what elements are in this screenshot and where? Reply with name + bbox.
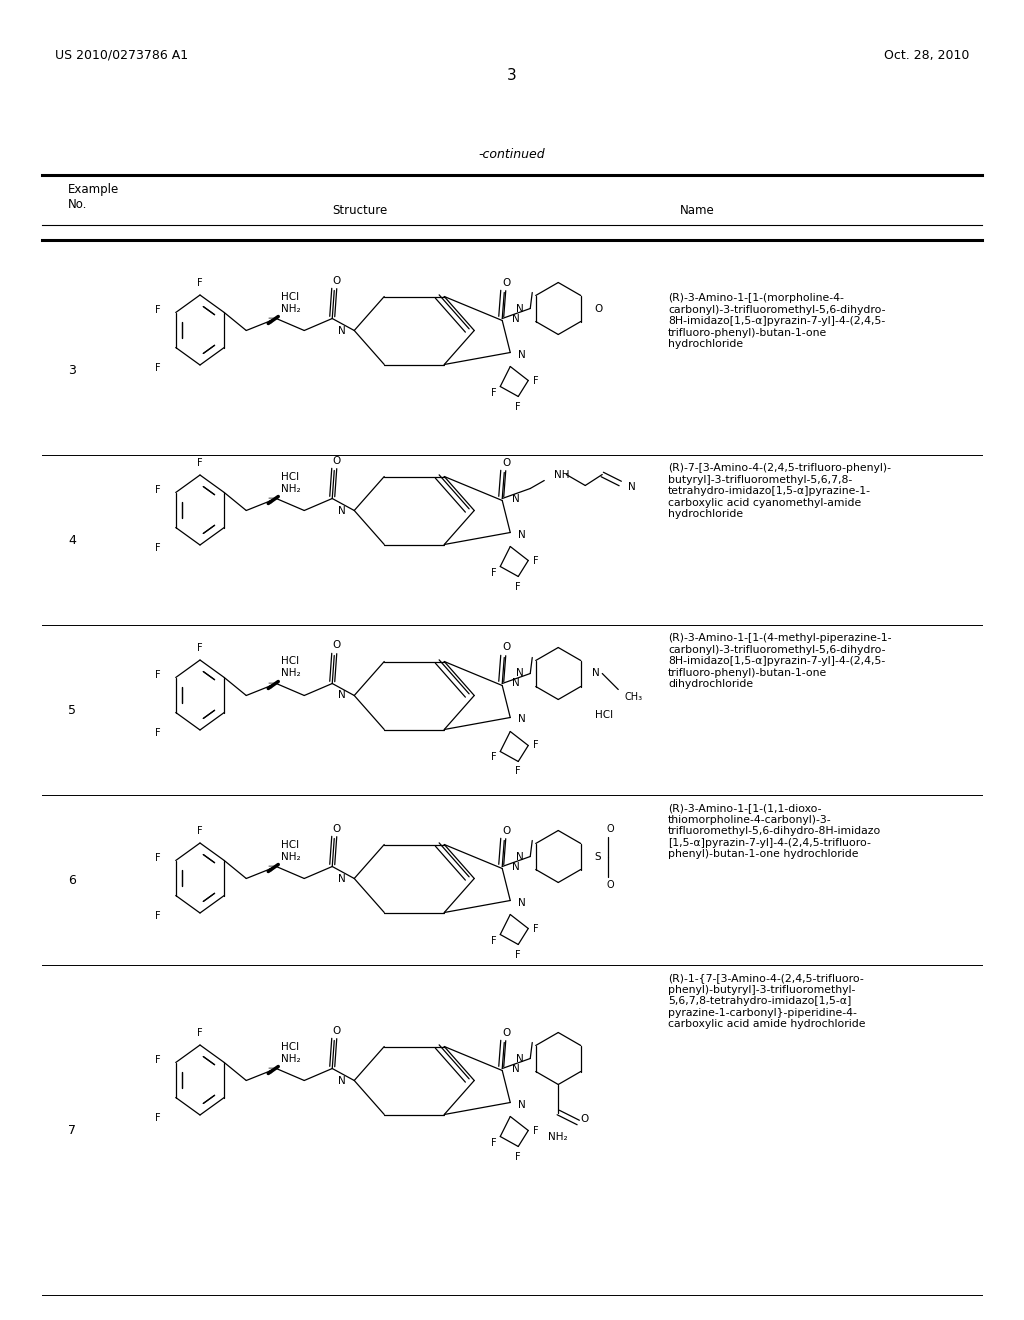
Text: F: F (156, 305, 161, 315)
Text: O: O (502, 643, 510, 652)
Text: F: F (534, 741, 539, 751)
Text: O: O (332, 824, 340, 833)
Text: NH₂: NH₂ (282, 851, 301, 862)
Text: HCl: HCl (282, 656, 299, 667)
Text: F: F (534, 375, 539, 385)
Text: (R)-1-{7-[3-Amino-4-(2,4,5-trifluoro-
phenyl)-butyryl]-3-trifluoromethyl-
5,6,7,: (R)-1-{7-[3-Amino-4-(2,4,5-trifluoro- ph… (668, 973, 865, 1030)
Text: N: N (516, 668, 524, 678)
Text: 4: 4 (68, 533, 76, 546)
Text: F: F (534, 556, 539, 565)
Text: F: F (198, 279, 203, 288)
Text: N: N (516, 1053, 524, 1064)
Text: N: N (512, 314, 520, 323)
Text: NH₂: NH₂ (549, 1131, 568, 1142)
Text: F: F (156, 1055, 161, 1065)
Text: F: F (515, 767, 521, 776)
Text: NH₂: NH₂ (282, 1053, 301, 1064)
Text: (R)-7-[3-Amino-4-(2,4,5-trifluoro-phenyl)-
butyryl]-3-trifluoromethyl-5,6,7,8-
t: (R)-7-[3-Amino-4-(2,4,5-trifluoro-phenyl… (668, 463, 891, 519)
Text: N: N (512, 678, 520, 689)
Text: Example
No.: Example No. (68, 183, 119, 211)
Text: O: O (594, 304, 602, 314)
Text: O: O (606, 879, 614, 890)
Text: HCl: HCl (282, 1041, 299, 1052)
Text: N: N (339, 690, 346, 701)
Text: N: N (518, 898, 526, 908)
Text: N: N (339, 506, 346, 516)
Text: NH₂: NH₂ (282, 483, 301, 494)
Text: F: F (515, 949, 521, 960)
Text: 6: 6 (68, 874, 76, 887)
Text: Oct. 28, 2010: Oct. 28, 2010 (884, 49, 969, 62)
Text: N: N (518, 1100, 526, 1110)
Text: (R)-3-Amino-1-[1-(1,1-dioxo-
thiomorpholine-4-carbonyl)-3-
trifluoromethyl-5,6-d: (R)-3-Amino-1-[1-(1,1-dioxo- thiomorphol… (668, 803, 882, 859)
Text: 3: 3 (507, 67, 517, 82)
Text: F: F (534, 1126, 539, 1135)
Text: F: F (198, 826, 203, 836)
Text: N: N (516, 304, 524, 314)
Text: F: F (492, 568, 497, 578)
Text: F: F (156, 1113, 161, 1123)
Text: F: F (492, 936, 497, 945)
Text: N: N (518, 529, 526, 540)
Text: F: F (515, 1151, 521, 1162)
Text: F: F (156, 484, 161, 495)
Text: F: F (156, 543, 161, 553)
Text: F: F (515, 582, 521, 591)
Text: -continued: -continued (478, 149, 546, 161)
Text: HCl: HCl (282, 292, 299, 301)
Text: NH₂: NH₂ (282, 304, 301, 314)
Text: (R)-3-Amino-1-[1-(4-methyl-piperazine-1-
carbonyl)-3-trifluoromethyl-5,6-dihydro: (R)-3-Amino-1-[1-(4-methyl-piperazine-1-… (668, 634, 892, 689)
Text: F: F (156, 671, 161, 680)
Text: N: N (592, 668, 600, 678)
Text: N: N (518, 714, 526, 725)
Text: 3: 3 (68, 363, 76, 376)
Text: N: N (518, 350, 526, 359)
Text: O: O (332, 1026, 340, 1035)
Text: 7: 7 (68, 1123, 76, 1137)
Text: (R)-3-Amino-1-[1-(morpholine-4-
carbonyl)-3-trifluoromethyl-5,6-dihydro-
8H-imid: (R)-3-Amino-1-[1-(morpholine-4- carbonyl… (668, 293, 886, 350)
Text: F: F (156, 363, 161, 374)
Text: F: F (198, 458, 203, 469)
Text: HCl: HCl (282, 471, 299, 482)
Text: O: O (332, 276, 340, 285)
Text: N: N (512, 494, 520, 503)
Text: F: F (156, 853, 161, 863)
Text: N: N (516, 851, 524, 862)
Text: US 2010/0273786 A1: US 2010/0273786 A1 (55, 49, 188, 62)
Text: N: N (512, 1064, 520, 1073)
Text: F: F (198, 1028, 203, 1038)
Text: Structure: Structure (333, 203, 388, 216)
Text: F: F (156, 729, 161, 738)
Text: F: F (492, 1138, 497, 1147)
Text: NH₂: NH₂ (282, 668, 301, 678)
Text: N: N (339, 1076, 346, 1085)
Text: O: O (502, 825, 510, 836)
Text: O: O (502, 458, 510, 467)
Text: F: F (198, 643, 203, 653)
Text: F: F (492, 752, 497, 763)
Text: O: O (502, 1027, 510, 1038)
Text: CH₃: CH₃ (625, 693, 642, 702)
Text: O: O (502, 277, 510, 288)
Text: HCl: HCl (282, 840, 299, 850)
Text: F: F (515, 401, 521, 412)
Text: F: F (156, 911, 161, 921)
Text: N: N (629, 482, 636, 491)
Text: HCl: HCl (595, 710, 613, 721)
Text: S: S (594, 851, 601, 862)
Text: F: F (492, 388, 497, 397)
Text: O: O (606, 824, 614, 833)
Text: NH: NH (554, 470, 569, 479)
Text: 5: 5 (68, 704, 76, 717)
Text: Name: Name (680, 203, 715, 216)
Text: O: O (332, 640, 340, 651)
Text: O: O (581, 1114, 589, 1123)
Text: O: O (332, 455, 340, 466)
Text: F: F (534, 924, 539, 933)
Text: N: N (339, 874, 346, 883)
Text: N: N (512, 862, 520, 871)
Text: N: N (339, 326, 346, 335)
